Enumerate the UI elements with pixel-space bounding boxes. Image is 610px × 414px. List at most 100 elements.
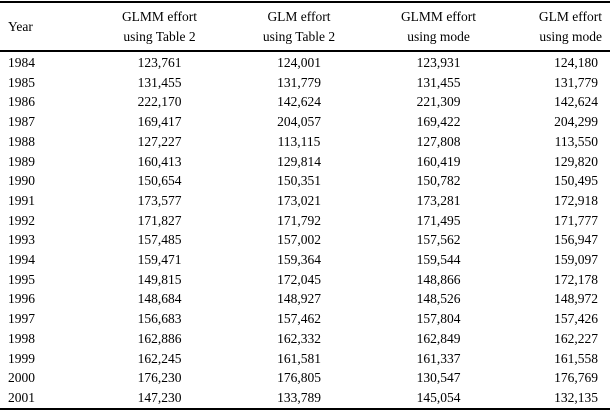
value-cell: 148,866 — [416, 271, 461, 287]
value-cell: 131,779 — [277, 74, 321, 90]
value-cell: 156,683 — [137, 311, 182, 327]
value-cell: 127,808 — [416, 133, 461, 149]
value-cell: 173,021 — [277, 192, 321, 208]
value-cell: 172,045 — [277, 271, 321, 287]
value-cell: 131,455 — [416, 74, 461, 90]
table-row: 2001 147,230 133,789 145,054 132,135 — [0, 388, 610, 409]
value-cell: 169,422 — [416, 114, 461, 130]
column-header-year: Year — [8, 18, 33, 34]
column-header-glmm-effort-table2: GLMM effort using Table 2 — [121, 9, 198, 44]
value-cell: 159,471 — [137, 252, 182, 268]
table-row: 1989 160,413 129,814 160,419 129,820 — [0, 152, 610, 172]
value-cell: 142,624 — [554, 94, 598, 110]
value-cell: 150,654 — [137, 173, 182, 189]
table-row: 1988 127,227 113,115 127,808 113,550 — [0, 132, 610, 152]
value-cell: 157,462 — [277, 311, 321, 327]
value-cell: 173,577 — [137, 192, 182, 208]
column-header-glmm-effort-mode: GLMM effort using mode — [400, 9, 477, 44]
year-cell: 1994 — [8, 252, 35, 268]
table-row: 1998 162,886 162,332 162,849 162,227 — [0, 329, 610, 349]
value-cell: 157,562 — [416, 232, 461, 248]
table-row: 1995 149,815 172,045 148,866 172,178 — [0, 270, 610, 290]
year-cell: 1996 — [8, 291, 35, 307]
value-cell: 150,495 — [554, 173, 598, 189]
value-cell: 150,351 — [277, 173, 321, 189]
value-cell: 173,281 — [416, 192, 461, 208]
value-cell: 129,820 — [554, 153, 598, 169]
year-cell: 1986 — [8, 94, 35, 110]
value-cell: 172,178 — [554, 271, 598, 287]
year-cell: 1985 — [8, 74, 35, 90]
table-row: 1986 222,170 142,624 221,309 142,624 — [0, 92, 610, 112]
value-cell: 159,364 — [277, 252, 321, 268]
value-cell: 159,544 — [416, 252, 461, 268]
value-cell: 148,526 — [416, 291, 461, 307]
year-cell: 1984 — [8, 55, 35, 70]
year-cell: 1989 — [8, 153, 35, 169]
value-cell: 142,624 — [277, 94, 321, 110]
year-cell: 2001 — [8, 389, 35, 405]
value-cell: 127,227 — [137, 133, 182, 149]
value-cell: 113,550 — [554, 133, 598, 149]
table-row: 1994 159,471 159,364 159,544 159,097 — [0, 250, 610, 270]
value-cell: 172,918 — [554, 192, 598, 208]
value-cell: 150,782 — [416, 173, 461, 189]
value-cell: 169,417 — [137, 114, 182, 130]
year-cell: 1992 — [8, 212, 35, 228]
value-cell: 221,309 — [416, 94, 461, 110]
value-cell: 123,931 — [416, 55, 461, 70]
value-cell: 161,581 — [277, 350, 321, 366]
value-cell: 171,777 — [554, 212, 598, 228]
year-cell: 1995 — [8, 271, 35, 287]
value-cell: 176,230 — [137, 370, 182, 386]
table-header: Year GLMM effort using Table 2 GLM effor… — [0, 2, 610, 51]
value-cell: 171,792 — [277, 212, 321, 228]
value-cell: 162,886 — [137, 330, 182, 346]
table-row: 1996 148,684 148,927 148,526 148,972 — [0, 289, 610, 309]
column-header-glm-effort-table2: GLM effort using Table 2 — [262, 9, 336, 44]
value-cell: 124,180 — [554, 55, 598, 70]
value-cell: 162,227 — [554, 330, 598, 346]
year-cell: 1988 — [8, 133, 35, 149]
value-cell: 131,779 — [554, 74, 598, 90]
year-cell: 1993 — [8, 232, 35, 248]
value-cell: 148,684 — [137, 291, 182, 307]
value-cell: 145,054 — [416, 389, 461, 405]
value-cell: 162,849 — [416, 330, 461, 346]
column-header-glm-effort-mode: GLM effort using mode — [538, 9, 602, 44]
value-cell: 156,947 — [554, 232, 598, 248]
table-row: 1987 169,417 204,057 169,422 204,299 — [0, 112, 610, 132]
value-cell: 123,761 — [137, 55, 182, 70]
value-cell: 161,337 — [416, 350, 461, 366]
value-cell: 157,426 — [554, 311, 598, 327]
year-cell: 1999 — [8, 350, 35, 366]
value-cell: 161,558 — [554, 350, 598, 366]
value-cell: 130,547 — [416, 370, 461, 386]
value-cell: 162,332 — [277, 330, 321, 346]
year-cell: 2000 — [8, 370, 35, 386]
value-cell: 129,814 — [277, 153, 321, 169]
table-row: 1992 171,827 171,792 171,495 171,777 — [0, 211, 610, 231]
value-cell: 176,805 — [277, 370, 321, 386]
table-row: 1985 131,455 131,779 131,455 131,779 — [0, 73, 610, 93]
table-row: 1993 157,485 157,002 157,562 156,947 — [0, 230, 610, 250]
year-cell: 1998 — [8, 330, 35, 346]
table-row: 1997 156,683 157,462 157,804 157,426 — [0, 309, 610, 329]
year-cell: 1990 — [8, 173, 35, 189]
value-cell: 162,245 — [137, 350, 182, 366]
table-row: 1984 123,761 124,001 123,931 124,180 — [0, 51, 610, 73]
value-cell: 171,495 — [416, 212, 461, 228]
value-cell: 157,485 — [137, 232, 182, 248]
value-cell: 222,170 — [137, 94, 182, 110]
value-cell: 157,804 — [416, 311, 461, 327]
value-cell: 160,419 — [416, 153, 461, 169]
value-cell: 133,789 — [277, 389, 321, 405]
value-cell: 147,230 — [137, 389, 182, 405]
table-row: 2000 176,230 176,805 130,547 176,769 — [0, 368, 610, 388]
table-body: 1984 123,761 124,001 123,931 124,180 1985 131,… — [0, 51, 610, 409]
value-cell: 148,972 — [554, 291, 598, 307]
value-cell: 204,057 — [277, 114, 321, 130]
value-cell: 159,097 — [554, 252, 598, 268]
